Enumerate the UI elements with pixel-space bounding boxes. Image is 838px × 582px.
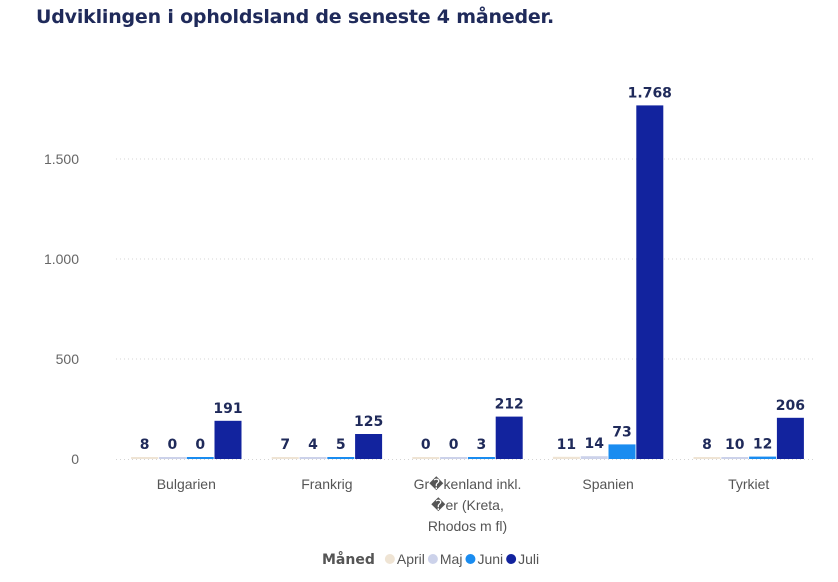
x-category-label: Tyrkiet <box>728 476 769 492</box>
bar-juli[interactable] <box>495 416 523 459</box>
data-label: 8 <box>140 437 150 453</box>
bar-maj[interactable] <box>299 457 327 459</box>
y-tick-label: 0 <box>71 451 79 467</box>
bar-juli[interactable] <box>636 105 664 460</box>
data-label: 73 <box>612 424 631 440</box>
x-category-label: Frankrig <box>301 476 352 492</box>
bar-maj[interactable] <box>721 457 749 459</box>
legend-marker <box>465 554 476 564</box>
data-label: 12 <box>753 437 772 453</box>
y-tick-label: 1.000 <box>44 251 79 267</box>
bar-juli[interactable] <box>776 417 804 459</box>
bar-maj[interactable] <box>158 457 186 459</box>
data-label: 11 <box>557 437 576 453</box>
data-label: 0 <box>449 437 459 453</box>
legend-marker <box>427 554 438 564</box>
data-label: 3 <box>477 437 487 453</box>
bar-april[interactable] <box>412 457 440 459</box>
y-tick-label: 500 <box>56 351 80 367</box>
legend-item-juli[interactable]: Juli <box>518 551 539 567</box>
x-category-label: Gr�kenland inkl. �er (Kreta, Rhodos m fl) <box>414 476 522 534</box>
data-label: 191 <box>213 401 242 417</box>
bar-maj[interactable] <box>440 457 468 459</box>
data-label: 125 <box>354 414 383 430</box>
bar-april[interactable] <box>693 457 721 459</box>
bar-maj[interactable] <box>580 456 608 459</box>
bar-april[interactable] <box>271 457 299 459</box>
legend-item-april[interactable]: April <box>397 551 425 567</box>
x-category-label: Spanien <box>582 476 633 492</box>
legend-marker <box>384 554 395 564</box>
bar-april[interactable] <box>131 457 159 459</box>
legend[interactable]: Måned April Maj Juni Juli <box>322 551 539 568</box>
data-label: 0 <box>421 437 431 453</box>
data-label: 7 <box>280 437 290 453</box>
data-label: 14 <box>584 436 604 452</box>
bar-juni[interactable] <box>749 456 777 459</box>
data-labels: 8 0 0 191 7 4 5 125 0 0 3 212 11 14 73 1.768 8 10 12 206 <box>140 85 805 453</box>
data-label: 4 <box>308 437 318 453</box>
y-tick-label: 1.500 <box>44 151 79 167</box>
data-label: 1.768 <box>628 85 672 101</box>
data-label: 8 <box>702 437 712 453</box>
gridlines <box>116 158 815 460</box>
bar-juli[interactable] <box>355 434 383 459</box>
data-label: 0 <box>168 437 178 453</box>
chart-title: Udviklingen i opholdsland de seneste 4 m… <box>36 6 555 28</box>
x-axis-categories: Bulgarien Frankrig Gr�kenland inkl. �er (Kr… <box>157 476 770 534</box>
bar-juni[interactable] <box>186 457 214 459</box>
y-axis-ticks: 0 500 1.000 1.500 <box>44 151 79 467</box>
legend-item-maj[interactable]: Maj <box>440 551 463 567</box>
legend-item-juni[interactable]: Juni <box>477 551 503 567</box>
data-label: 212 <box>495 397 524 413</box>
x-category-label: Bulgarien <box>157 476 216 492</box>
data-label: 5 <box>336 437 346 453</box>
bar-juni[interactable] <box>327 457 355 459</box>
bar-juli[interactable] <box>214 420 242 459</box>
bar-juni[interactable] <box>467 457 495 459</box>
data-label: 10 <box>725 437 745 453</box>
bar-april[interactable] <box>552 456 580 459</box>
legend-title: Måned <box>322 551 375 568</box>
bar-juni[interactable] <box>608 444 636 459</box>
data-label: 0 <box>195 437 205 453</box>
bars <box>131 105 804 460</box>
data-label: 206 <box>776 398 805 414</box>
legend-marker <box>506 554 517 564</box>
